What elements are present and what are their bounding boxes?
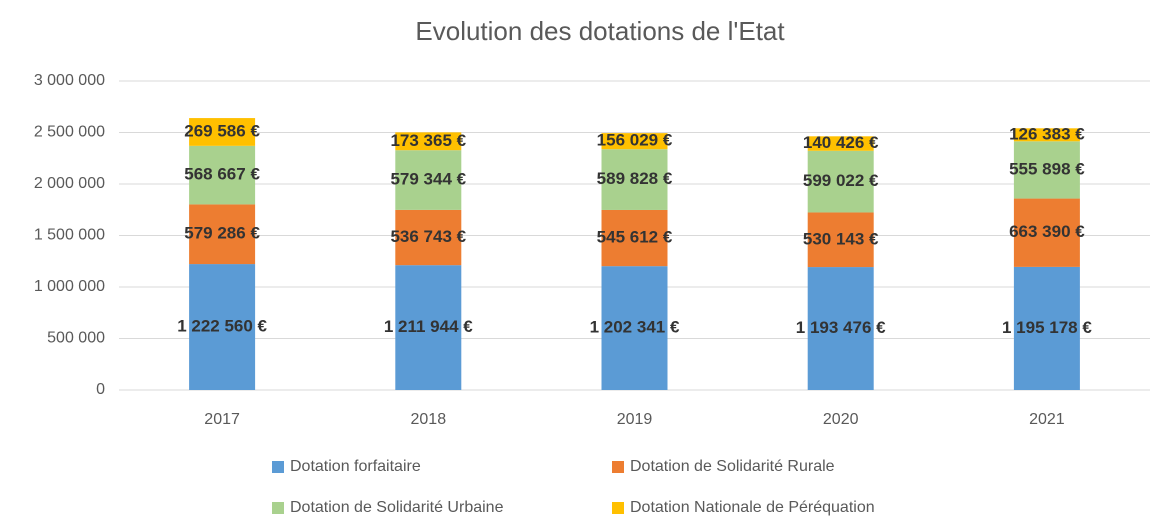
y-tick-label: 500 000 [47,330,105,347]
bar-segment [807,136,874,151]
data-label: 536 743 € [390,227,466,246]
data-label: 579 286 € [184,224,260,243]
legend-swatch [272,502,284,514]
legend-label: Dotation forfaitaire [290,458,421,475]
data-label: 530 143 € [803,229,879,248]
data-label: 599 022 € [803,171,879,190]
bar-segment [601,149,668,210]
data-label: 568 667 € [184,165,260,184]
data-label: 1 222 560 € [177,317,267,336]
bar-segment [395,132,462,151]
y-tick-label: 2 500 000 [34,124,105,141]
bar-segment [189,204,256,265]
legend-swatch [612,461,624,473]
legend-swatch [272,461,284,473]
legend-label: Dotation de Solidarité Rurale [630,458,835,475]
bar-segment [807,212,874,268]
x-tick-label: 2020 [823,411,859,428]
data-label: 269 586 € [184,121,260,140]
data-label: 555 898 € [1009,159,1085,178]
bar-segment [395,150,462,210]
bar-segment [1013,128,1080,142]
bar-segment [807,267,874,390]
legend-label: Dotation Nationale de Péréquation [630,499,875,516]
bar-segment [601,266,668,390]
bar-segment [189,145,256,205]
y-tick-label: 0 [96,381,105,398]
x-tick-label: 2018 [411,411,447,428]
data-label: 589 828 € [597,169,673,188]
data-label: 545 612 € [597,228,673,247]
bar-segment [1013,266,1080,390]
y-tick-label: 1 000 000 [34,278,105,295]
data-label: 126 383 € [1009,124,1085,143]
chart-title: Evolution des dotations de l'Etat [415,16,785,46]
data-label: 1 211 944 € [384,317,473,336]
bar-segment [395,209,462,266]
bar-segment [189,264,256,390]
bar-segment [601,133,668,150]
bar-segment [807,150,874,213]
data-label: 1 202 341 € [590,318,680,337]
x-tick-label: 2017 [204,411,240,428]
y-tick-label: 2 000 000 [34,175,105,192]
data-label: 140 426 € [803,133,879,152]
x-tick-label: 2019 [617,411,653,428]
bar-segment [1013,141,1080,199]
data-label: 173 365 € [390,131,466,150]
legend-label: Dotation de Solidarité Urbaine [290,499,504,516]
data-label: 1 195 178 € [1002,318,1092,337]
data-label: 1 193 476 € [796,318,886,337]
x-tick-label: 2021 [1029,411,1065,428]
data-label: 156 029 € [597,131,673,150]
data-label: 579 344 € [390,170,466,189]
data-label: 663 390 € [1009,222,1085,241]
y-tick-label: 1 500 000 [34,227,105,244]
bar-segment [1013,198,1080,267]
bar-segment [601,209,668,267]
bar-segment [189,118,256,146]
legend-swatch [612,502,624,514]
bar-segment [395,265,462,390]
y-tick-label: 3 000 000 [34,72,105,89]
